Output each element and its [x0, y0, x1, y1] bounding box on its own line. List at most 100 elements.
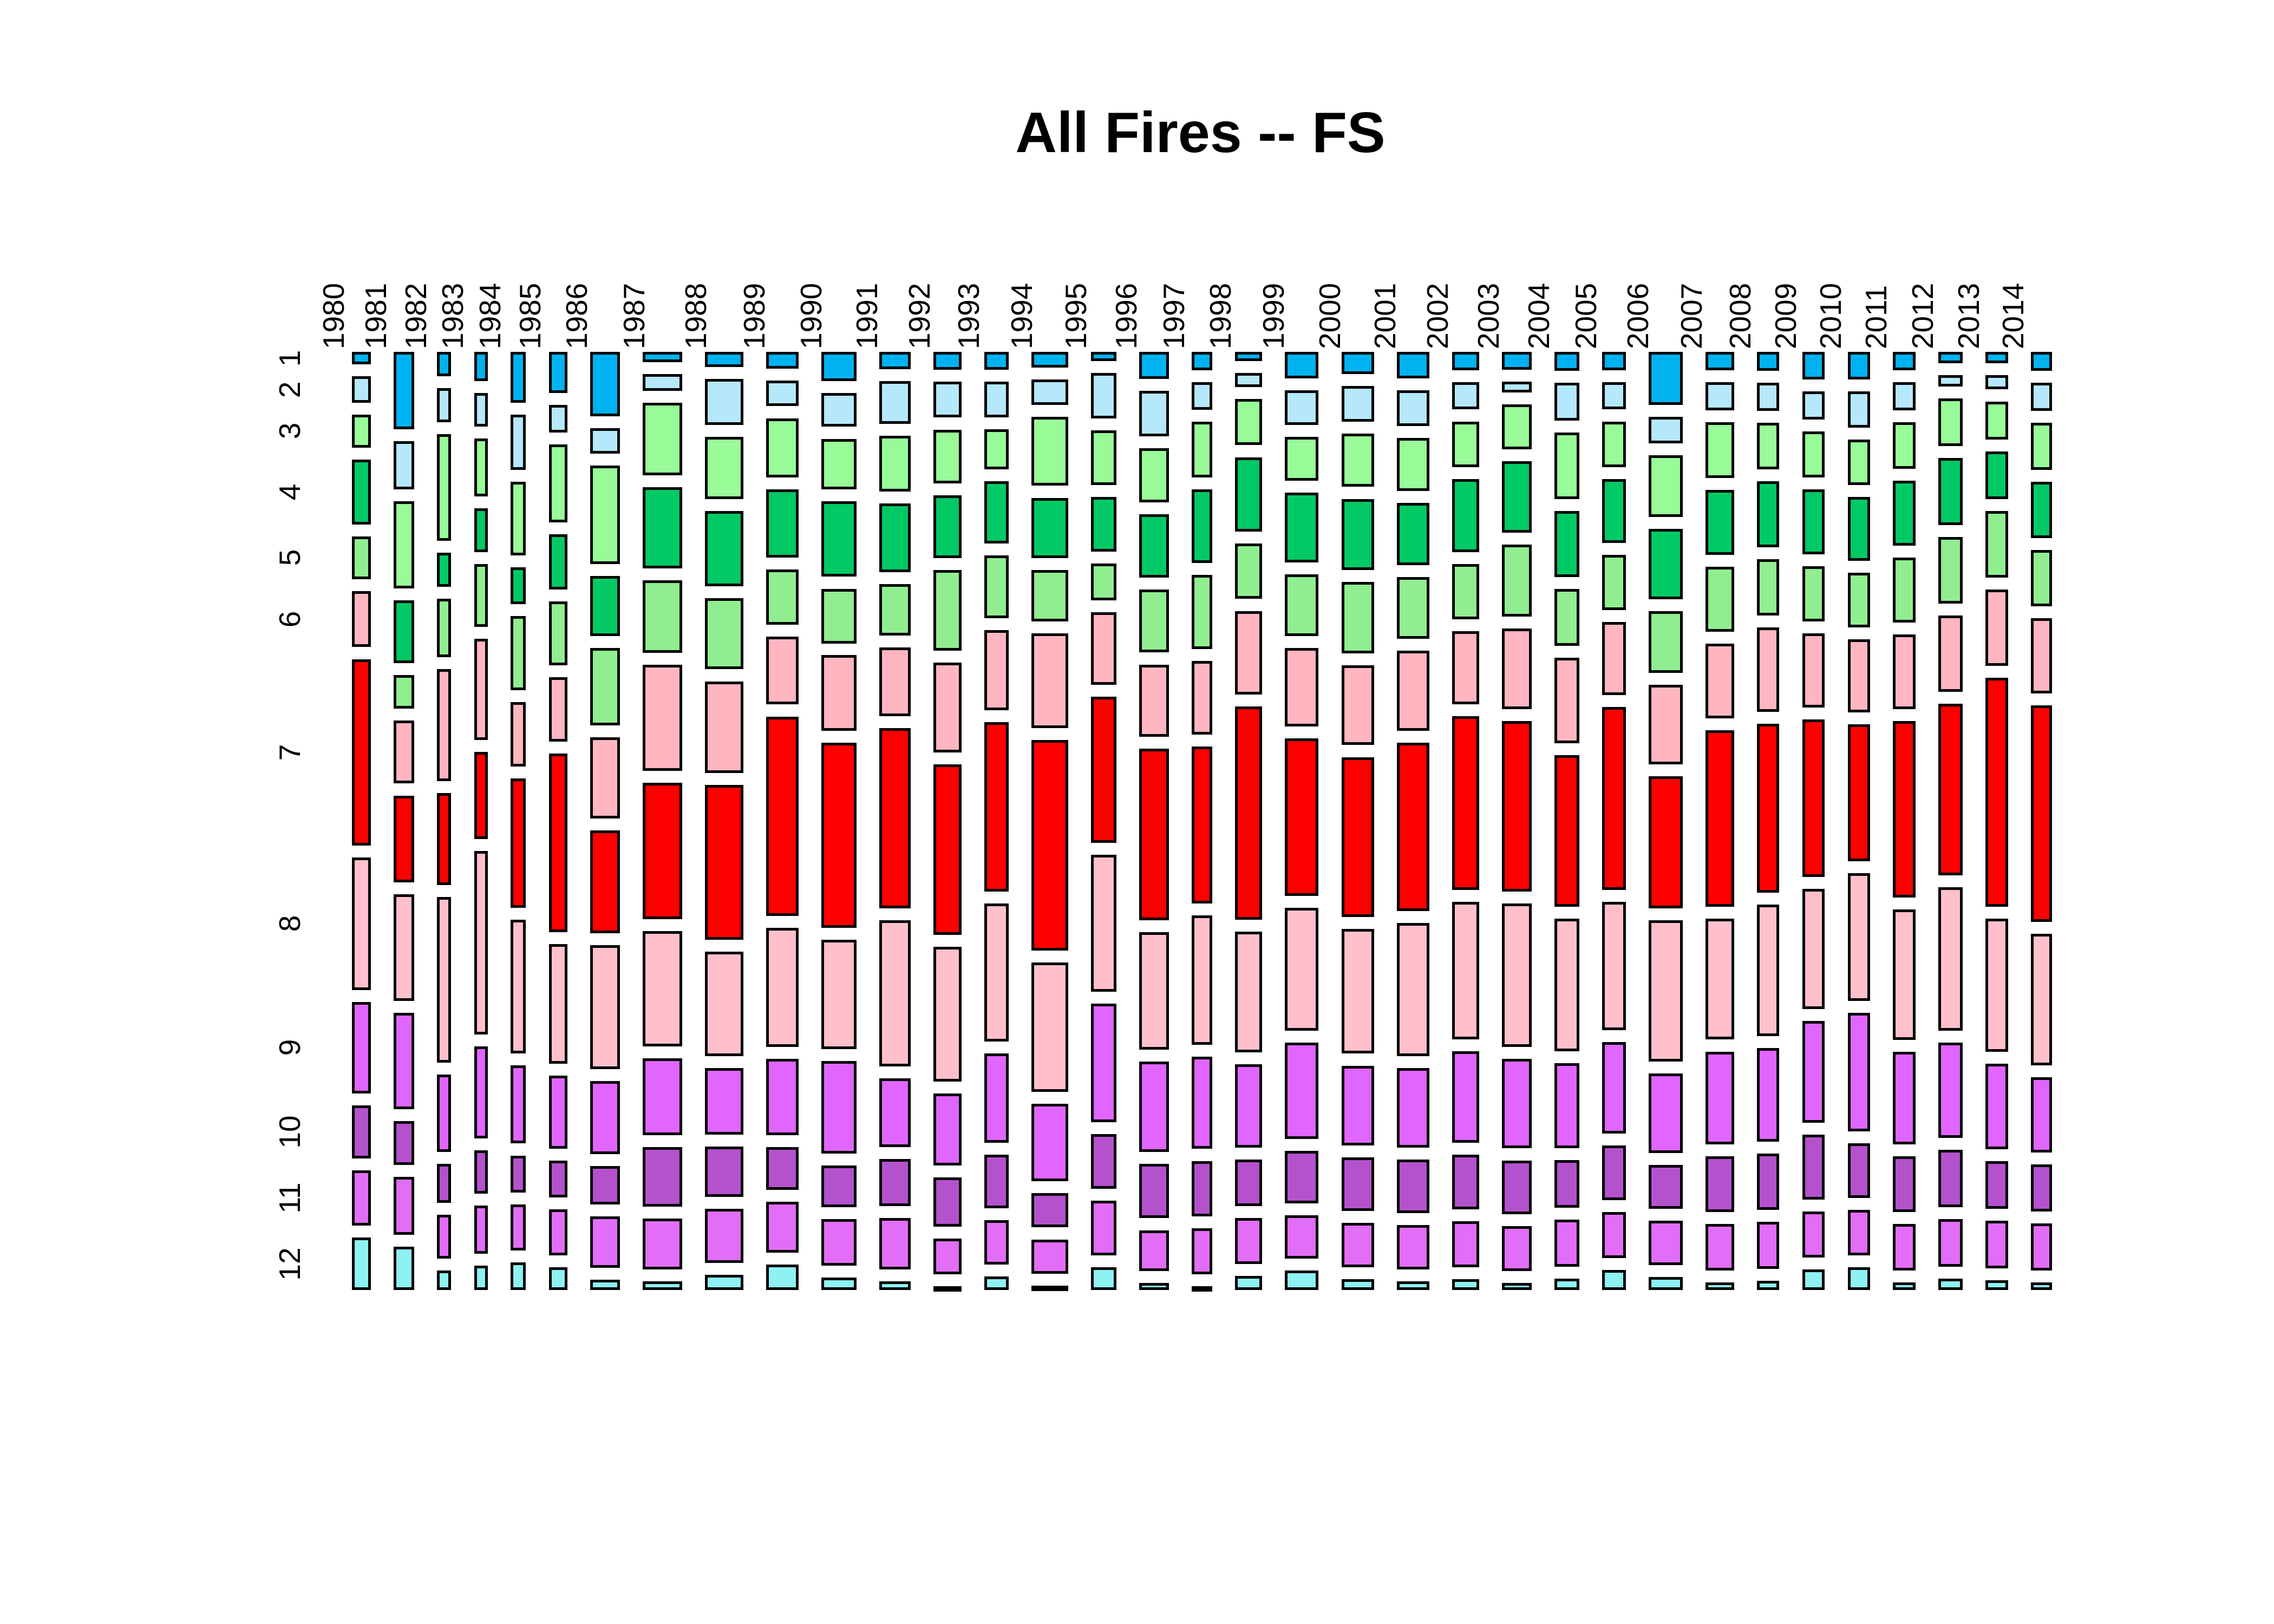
mosaic-segment-2003-m2	[1501, 382, 1532, 392]
mosaic-segment-2008-m11	[1756, 1222, 1780, 1269]
mosaic-segment-2004-m12	[1554, 1279, 1579, 1290]
mosaic-segment-1981-m1	[394, 352, 415, 429]
x-axis-year-label-2014: 2014	[1996, 283, 2030, 349]
mosaic-segment-2006-m1	[1649, 352, 1683, 405]
mosaic-segment-2013-m11	[1985, 1221, 2008, 1269]
mosaic-segment-2014-m6	[2030, 618, 2052, 694]
mosaic-segment-1996-m12	[1139, 1282, 1169, 1290]
mosaic-segment-1988-m4	[704, 511, 743, 587]
mosaic-segment-2007-m8	[1706, 919, 1734, 1040]
mosaic-segment-1998-m11	[1234, 1217, 1262, 1265]
mosaic-segment-1987-m4	[642, 487, 682, 568]
mosaic-segment-2013-m8	[1985, 918, 2008, 1052]
mosaic-segment-2004-m5	[1554, 589, 1579, 646]
mosaic-segment-2012-m12	[1938, 1278, 1963, 1290]
mosaic-segment-2002-m9	[1452, 1051, 1479, 1143]
mosaic-segment-1995-m10	[1091, 1134, 1117, 1189]
mosaic-segment-1982-m1	[437, 352, 452, 376]
mosaic-segment-1996-m4	[1139, 514, 1169, 578]
mosaic-segment-2004-m1	[1554, 352, 1579, 371]
mosaic-segment-2008-m7	[1756, 723, 1780, 893]
mosaic-segment-2003-m5	[1501, 545, 1532, 617]
mosaic-segment-1986-m5	[590, 648, 620, 725]
mosaic-segment-1984-m4	[510, 567, 526, 605]
mosaic-segment-2014-m1	[2030, 352, 2052, 371]
mosaic-segment-1980-m11	[352, 1170, 371, 1226]
mosaic-segment-1988-m2	[704, 378, 743, 425]
y-axis-month-label-4: 4	[273, 483, 306, 500]
x-axis-year-label-1988: 1988	[679, 283, 713, 349]
mosaic-segment-2006-m3	[1649, 455, 1683, 517]
y-axis-month-label-1: 1	[273, 350, 306, 366]
mosaic-segment-2007-m1	[1706, 352, 1734, 371]
mosaic-segment-2006-m12	[1649, 1276, 1683, 1290]
mosaic-segment-2010-m1	[1847, 352, 1871, 379]
x-axis-year-label-1986: 1986	[560, 283, 593, 349]
mosaic-segment-1995-m5	[1091, 564, 1117, 600]
mosaic-segment-1980-m10	[352, 1105, 371, 1159]
mosaic-segment-1999-m9	[1284, 1042, 1319, 1139]
mosaic-segment-1980-m1	[352, 352, 371, 365]
y-axis-month-label-11: 11	[273, 1182, 306, 1214]
mosaic-segment-2010-m12	[1847, 1267, 1871, 1290]
mosaic-segment-1990-m2	[821, 393, 857, 427]
mosaic-segment-2013-m7	[1985, 678, 2008, 907]
mosaic-segment-2010-m9	[1847, 1012, 1871, 1131]
mosaic-segment-2003-m11	[1501, 1226, 1532, 1271]
mosaic-segment-2011-m8	[1893, 909, 1916, 1040]
mosaic-segment-1996-m2	[1139, 391, 1169, 436]
mosaic-segment-2006-m7	[1649, 776, 1683, 909]
mosaic-segment-2012-m9	[1938, 1042, 1963, 1138]
mosaic-segment-2009-m9	[1802, 1021, 1825, 1123]
mosaic-segment-2005-m7	[1602, 707, 1626, 890]
mosaic-segment-1995-m6	[1091, 612, 1117, 685]
mosaic-segment-1984-m1	[510, 352, 526, 403]
y-axis-month-label-6: 6	[273, 611, 306, 627]
mosaic-segment-1992-m9	[933, 1093, 962, 1165]
mosaic-segment-2006-m10	[1649, 1164, 1683, 1209]
mosaic-segment-2003-m8	[1501, 903, 1532, 1047]
mosaic-segment-1985-m7	[548, 754, 567, 933]
mosaic-segment-2008-m5	[1756, 559, 1780, 615]
mosaic-segment-1986-m4	[590, 576, 620, 636]
mosaic-segment-1983-m6	[474, 638, 488, 741]
mosaic-segment-2009-m6	[1802, 633, 1825, 708]
mosaic-segment-2006-m4	[1649, 528, 1683, 600]
mosaic-segment-2009-m8	[1802, 888, 1825, 1010]
mosaic-segment-2006-m6	[1649, 685, 1683, 764]
mosaic-segment-1987-m6	[642, 664, 682, 771]
mosaic-segment-1991-m3	[879, 436, 911, 492]
mosaic-segment-2000-m9	[1341, 1065, 1374, 1146]
mosaic-segment-1986-m12	[590, 1280, 620, 1290]
mosaic-segment-1992-m7	[933, 764, 962, 935]
mosaic-segment-2007-m10	[1706, 1156, 1734, 1213]
mosaic-segment-2012-m6	[1938, 615, 1963, 692]
mosaic-segment-2000-m11	[1341, 1223, 1374, 1268]
mosaic-segment-1991-m10	[879, 1158, 911, 1206]
mosaic-segment-1994-m10	[1031, 1193, 1068, 1228]
mosaic-segment-1997-m10	[1192, 1161, 1212, 1216]
mosaic-segment-1990-m8	[821, 939, 857, 1049]
mosaic-segment-2001-m3	[1396, 437, 1429, 491]
mosaic-segment-1982-m4	[437, 553, 452, 587]
mosaic-segment-2001-m4	[1396, 503, 1429, 565]
mosaic-segment-2011-m4	[1893, 480, 1916, 546]
mosaic-segment-2001-m6	[1396, 651, 1429, 731]
mosaic-segment-1994-m1	[1031, 352, 1068, 368]
mosaic-segment-2009-m1	[1802, 352, 1825, 380]
mosaic-segment-1997-m11	[1192, 1228, 1212, 1275]
mosaic-segment-1996-m6	[1139, 664, 1169, 737]
mosaic-segment-2000-m1	[1341, 352, 1374, 375]
mosaic-segment-1998-m7	[1234, 706, 1262, 920]
x-axis-year-label-1992: 1992	[903, 283, 937, 349]
mosaic-segment-1993-m7	[984, 722, 1009, 892]
mosaic-segment-1991-m5	[879, 584, 911, 636]
mosaic-segment-2012-m11	[1938, 1219, 1963, 1267]
mosaic-segment-2002-m11	[1452, 1221, 1479, 1267]
mosaic-segment-1995-m3	[1091, 430, 1117, 486]
mosaic-segment-2011-m2	[1893, 382, 1916, 410]
mosaic-segment-1997-m1	[1192, 352, 1212, 371]
mosaic-segment-2003-m9	[1501, 1058, 1532, 1149]
x-axis-year-label-1999: 1999	[1257, 283, 1291, 349]
mosaic-segment-1987-m7	[642, 783, 682, 920]
